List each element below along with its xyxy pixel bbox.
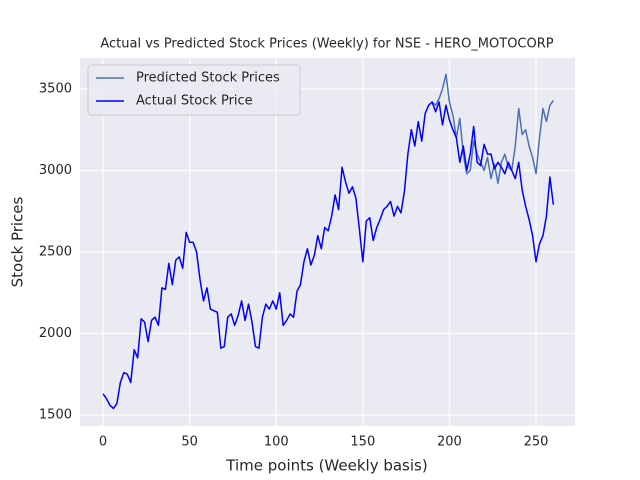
y-axis-label: Stock Prices bbox=[9, 196, 27, 287]
legend-label: Predicted Stock Prices bbox=[136, 71, 280, 86]
x-axis-label: Time points (Weekly basis) bbox=[225, 457, 427, 475]
x-tick-label: 150 bbox=[350, 435, 375, 450]
x-tick-label: 50 bbox=[181, 435, 198, 450]
x-tick-label: 100 bbox=[264, 435, 289, 450]
x-tick-label: 200 bbox=[437, 435, 462, 450]
chart-title: Actual vs Predicted Stock Prices (Weekly… bbox=[100, 37, 553, 52]
y-tick-label: 2500 bbox=[39, 244, 72, 259]
legend-label: Actual Stock Price bbox=[136, 94, 253, 109]
data-line bbox=[431, 73, 554, 185]
x-tick-label: 0 bbox=[99, 435, 107, 450]
data-line bbox=[102, 101, 555, 410]
y-tick-label: 3500 bbox=[39, 81, 72, 96]
x-tick-label: 250 bbox=[524, 435, 549, 450]
legend-box bbox=[87, 64, 301, 116]
y-tick-label: 3000 bbox=[39, 163, 72, 178]
y-tick-label: 1500 bbox=[39, 407, 72, 422]
plot-area bbox=[80, 58, 575, 426]
y-tick-label: 2000 bbox=[39, 326, 72, 341]
